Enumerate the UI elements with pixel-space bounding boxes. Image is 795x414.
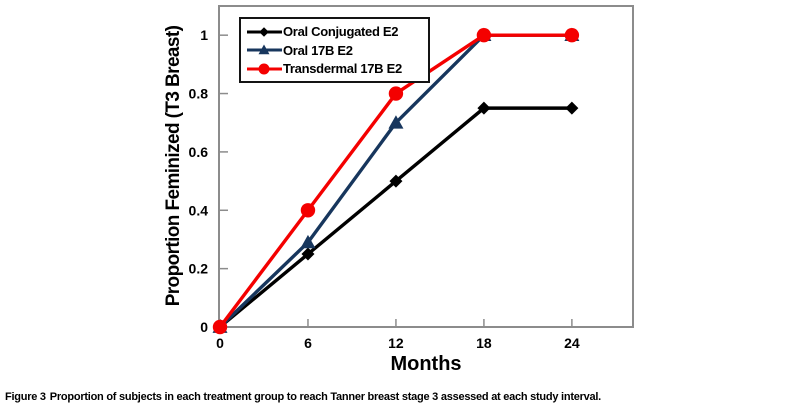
legend-item-label: Oral 17B E2	[283, 42, 353, 58]
y-axis-title: Proportion Feminized (T3 Breast)	[163, 25, 184, 307]
x-tick-label: 18	[476, 335, 492, 351]
x-tick-label: 12	[388, 335, 404, 351]
legend-item-label: Oral Conjugated E2	[283, 24, 399, 39]
x-tick-label: 24	[564, 335, 580, 351]
y-tick-label: 0	[200, 319, 208, 335]
data-point-diamond	[301, 247, 315, 261]
legend-item-transdermal-17b-e2: Transdermal 17B E2	[246, 60, 426, 77]
legend-item-oral-17b-e2: Oral 17B E2	[246, 42, 426, 59]
legend-item-label: Transdermal 17B E2	[283, 61, 402, 76]
figure-caption: Figure 3 Proportion of subjects in each t…	[5, 391, 793, 403]
y-tick-label: 1	[200, 27, 208, 43]
triangle-legend-marker-icon	[247, 44, 282, 55]
data-point-circle	[212, 319, 228, 335]
y-tick-label: 0.6	[189, 144, 209, 160]
legend-item-oral-conjugated-e2: Oral Conjugated E2	[246, 23, 426, 40]
data-point-circle	[476, 27, 492, 43]
data-point-circle	[564, 27, 580, 43]
legend-marker-glyph	[258, 63, 270, 74]
data-point-diamond	[477, 101, 491, 115]
data-point-diamond	[389, 174, 403, 188]
circle-legend-marker-icon	[247, 63, 282, 74]
legend-marker-glyph	[259, 26, 269, 37]
legend-marker-glyph	[258, 44, 270, 55]
x-tick-label: 6	[304, 335, 312, 351]
figure-caption-text: Proportion of subjects in each treatment…	[49, 391, 601, 403]
y-tick-label: 0.2	[189, 261, 209, 277]
figure-caption-label: Figure 3	[5, 391, 46, 403]
data-point-triangle	[300, 234, 316, 249]
diamond-legend-marker-icon	[247, 26, 282, 37]
x-tick-label: 0	[216, 335, 224, 351]
legend: Oral Conjugated E2 Oral 17B E2 Transdermal…	[239, 17, 430, 83]
data-point-diamond	[565, 101, 579, 115]
data-point-circle	[388, 86, 404, 101]
series-transdermal-17b-e2	[212, 27, 580, 335]
data-point-circle	[300, 203, 316, 218]
x-axis-title: Months	[390, 353, 462, 375]
data-point-triangle	[388, 115, 404, 129]
y-tick-label: 0.8	[189, 86, 209, 102]
y-tick-label: 0.4	[189, 202, 209, 218]
